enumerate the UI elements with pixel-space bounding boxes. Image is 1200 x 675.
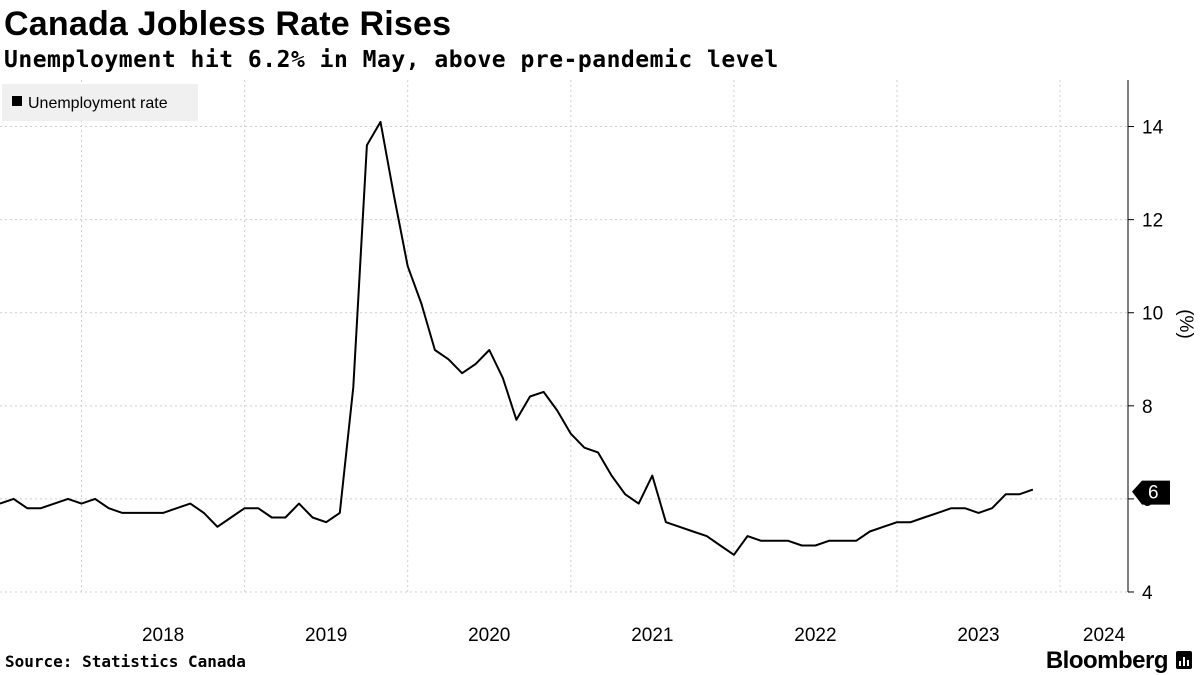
legend-box: [2, 84, 198, 121]
x-tick-label: 2020: [468, 625, 510, 646]
y-tick-label: 4: [1142, 583, 1153, 604]
axes: 4 6 8 10 12 14 (%) 2018 2019 2020 2021 2022 2023 2024: [142, 80, 1196, 646]
x-tick-label: 2024: [1083, 625, 1126, 646]
legend: Unemployment rate: [2, 84, 198, 121]
series-line-unemployment-rate: [0, 120, 1034, 556]
legend-label: Unemployment rate: [28, 95, 168, 112]
last-value-label: 6: [1148, 483, 1159, 504]
y-axis-label: (%): [1175, 309, 1196, 339]
x-tick-label: 2019: [305, 625, 347, 646]
grid: [0, 80, 1128, 593]
chart-title: Canada Jobless Rate Rises: [4, 5, 452, 43]
brand-logo: Bloomberg: [1045, 647, 1169, 674]
legend-swatch: [12, 96, 22, 106]
y-tick-label: 14: [1142, 118, 1164, 139]
x-tick-label: 2022: [794, 625, 836, 646]
source-note: Source: Statistics Canada: [5, 652, 246, 671]
x-tick-label: 2021: [631, 625, 673, 646]
y-tick-label: 10: [1142, 304, 1163, 325]
chart-subtitle: Unemployment hit 6.2% in May, above pre-…: [4, 47, 779, 73]
bloomberg-terminal-icon: [1176, 651, 1192, 669]
x-tick-label: 2023: [957, 625, 999, 646]
y-tick-label: 12: [1142, 211, 1163, 232]
series-layer: 6: [0, 120, 1170, 556]
y-tick-label: 8: [1142, 397, 1153, 418]
last-value-marker: [1132, 480, 1170, 505]
x-tick-label: 2018: [142, 625, 184, 646]
